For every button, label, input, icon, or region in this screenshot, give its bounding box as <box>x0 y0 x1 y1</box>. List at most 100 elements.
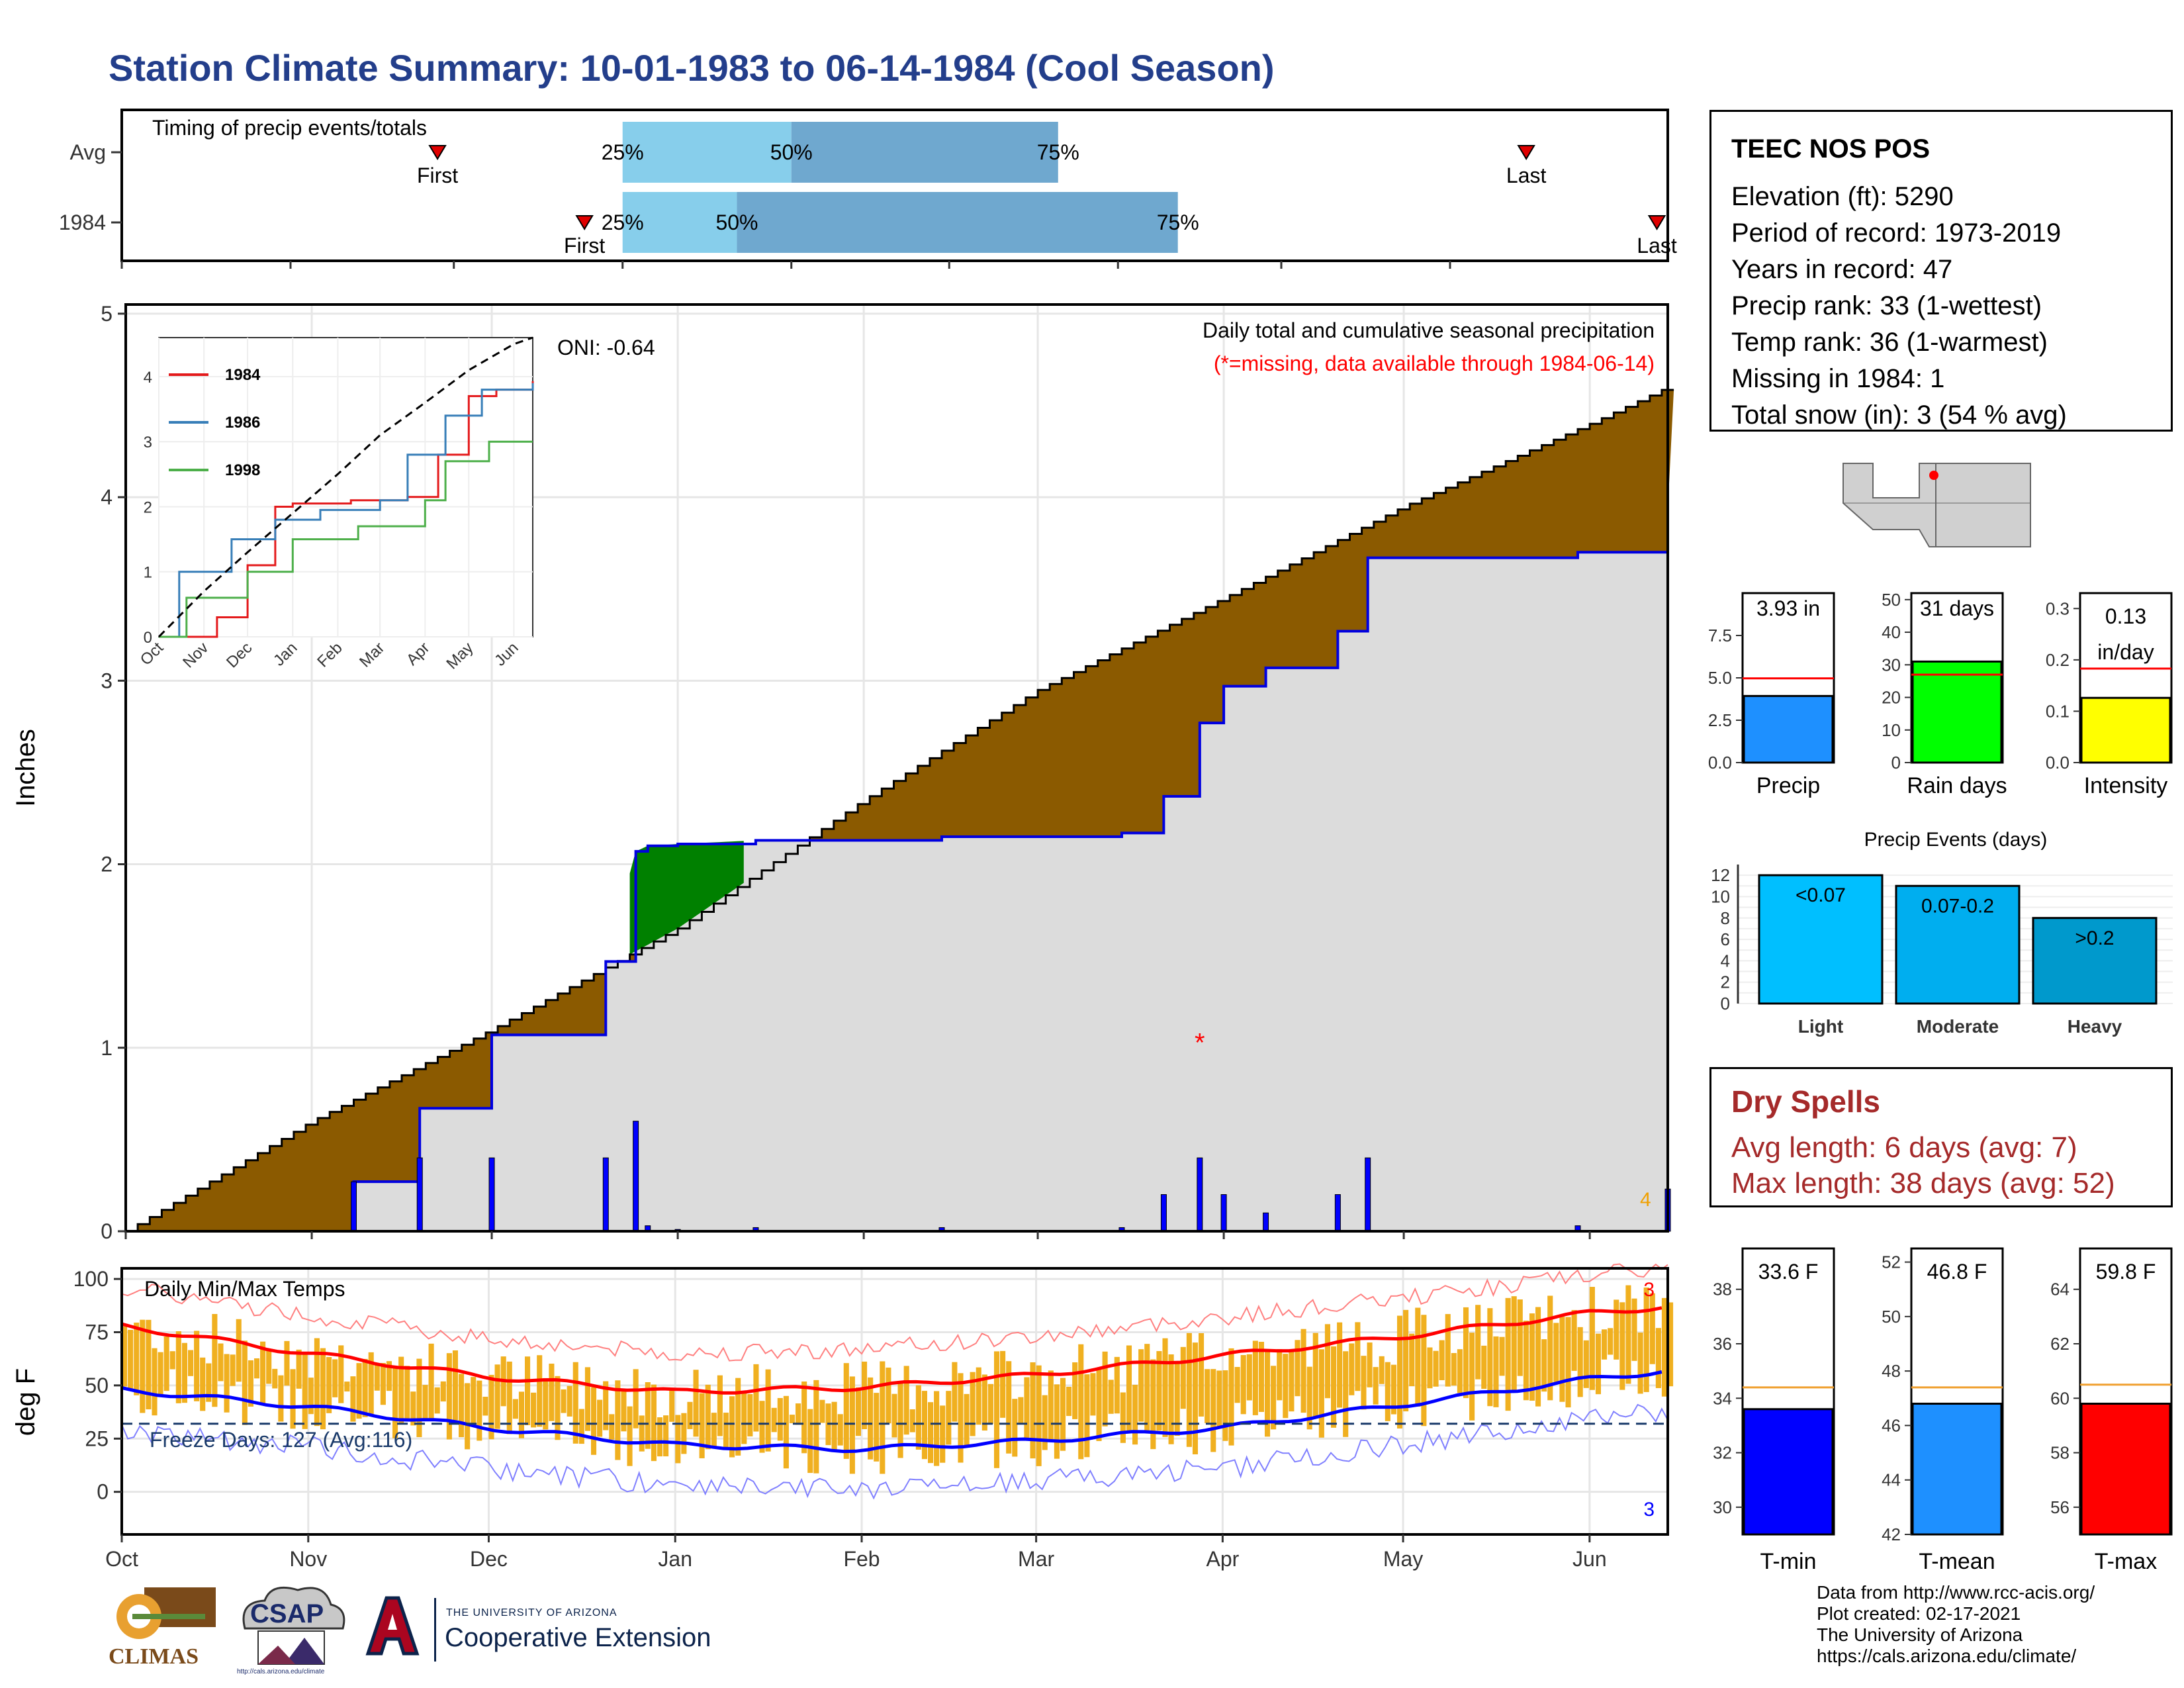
precip-plot-frame <box>124 303 1669 1233</box>
daily-temp-bar <box>416 1358 422 1438</box>
daily-temp-bar <box>862 1361 868 1429</box>
daily-temp-bar <box>236 1319 242 1382</box>
daily-temp-bar <box>1602 1329 1608 1360</box>
event-bar-label: Heavy <box>2068 1016 2122 1037</box>
daily-temp-bar <box>1318 1349 1324 1438</box>
temp-bar-y-tick-label: 38 <box>1713 1280 1732 1299</box>
temp-bar-value <box>2080 1403 2171 1536</box>
dry-spells-box: Dry Spells Avg length: 6 days (avg: 7) M… <box>1709 1067 2173 1207</box>
station-info-box: TEEC NOS POS Elevation (ft): 5290 Period… <box>1709 110 2173 432</box>
daily-temp-bar <box>831 1401 837 1450</box>
daily-temp-bar <box>1396 1315 1403 1429</box>
mini-bar-label: Rain days <box>1907 773 2007 798</box>
daily-temp-bar <box>1445 1314 1451 1387</box>
daily-temp-bar <box>590 1387 597 1455</box>
footer-credits: Data from http://www.rcc-acis.org/ Plot … <box>1817 1582 2095 1667</box>
daily-temp-bar <box>284 1340 290 1386</box>
daily-temp-bar <box>1174 1361 1180 1436</box>
inset-legend-label: 1986 <box>225 414 260 432</box>
precip-missing-note: (*=missing, data available through 1984-… <box>1214 352 1655 375</box>
mini-bar-y-tick-label: 5.0 <box>1708 668 1732 688</box>
precip-y-tick-label: 0 <box>101 1219 113 1243</box>
event-bar-label: Light <box>1798 1016 1843 1037</box>
daily-temp-bar <box>855 1387 862 1436</box>
mini-bar-y-tick-label: 0.3 <box>2046 598 2070 618</box>
daily-temp-bar <box>868 1377 874 1460</box>
daily-temp-bar <box>687 1401 693 1429</box>
daily-temp-bar <box>981 1374 987 1431</box>
daily-temp-bar <box>158 1352 163 1396</box>
event-bar <box>2032 917 2158 1005</box>
daily-temp-bar <box>1060 1378 1066 1451</box>
daily-temp-bar <box>308 1378 314 1415</box>
daily-temp-bar <box>1306 1366 1312 1430</box>
daily-temp-bar <box>657 1417 663 1457</box>
daily-temp-bar <box>446 1353 452 1440</box>
daily-temp-bar <box>482 1397 488 1416</box>
daily-temp-bar <box>633 1369 639 1429</box>
daily-temp-bar <box>789 1415 796 1423</box>
inset-y-tick-label: 1 <box>144 564 152 582</box>
precip-average-line <box>126 389 1674 1233</box>
mini-bar-y-tick-label: 7.5 <box>1708 626 1732 645</box>
month-tick-label: Nov <box>289 1547 327 1571</box>
inset-plot-frame <box>158 337 533 637</box>
daily-temp-bar <box>940 1405 946 1463</box>
month-tick-label: Mar <box>1018 1547 1054 1571</box>
daily-temp-bar <box>253 1358 260 1379</box>
daily-temp-bar <box>278 1375 284 1422</box>
mini-bar-label: Precip <box>1756 773 1820 798</box>
daily-temp-bar <box>356 1363 362 1419</box>
daily-temp-bar <box>1547 1295 1553 1401</box>
precip-observed-line <box>126 510 1669 1233</box>
temp-y-tick-label: 0 <box>97 1480 109 1504</box>
daily-temp-bar <box>921 1391 927 1460</box>
daily-temp-bar <box>1138 1349 1144 1422</box>
temp-bar-label: T-min <box>1760 1549 1817 1574</box>
daily-temp-bar <box>344 1382 350 1392</box>
daily-temp-bar <box>615 1380 621 1460</box>
daily-temp-bar <box>512 1399 518 1419</box>
daily-temp-bar <box>224 1354 230 1413</box>
daily-temp-bar <box>874 1393 880 1462</box>
mini-bar-y-tick-label: 0.1 <box>2046 701 2070 721</box>
daily-temp-bar <box>1643 1288 1649 1392</box>
daily-temp-bar <box>675 1415 681 1464</box>
mini-bar-y-tick-label: 30 <box>1882 655 1901 675</box>
daily-temp-bar <box>1619 1302 1625 1390</box>
daily-temp-bar <box>813 1380 819 1474</box>
daily-temp-bar <box>1102 1351 1108 1427</box>
inset-y-tick-label: 0 <box>144 629 152 647</box>
climas-logo: CLIMAS <box>106 1583 218 1676</box>
ua-logo-line2: Cooperative Extension <box>445 1623 711 1652</box>
station-temp-rank: Temp rank: 36 (1-warmest) <box>1731 328 2048 357</box>
daily-temp-bar <box>368 1352 374 1414</box>
ua-logo-line1: THE UNIVERSITY OF ARIZONA <box>446 1607 617 1618</box>
daily-temp-bar <box>1517 1299 1523 1376</box>
mini-bar-y-tick-label: 40 <box>1882 622 1901 642</box>
daily-temp-bar <box>603 1381 609 1430</box>
daily-temp-bar <box>1012 1399 1018 1457</box>
daily-temp-bar <box>819 1399 825 1423</box>
daily-temp-bar <box>1042 1395 1048 1450</box>
daily-temp-bar <box>1066 1386 1072 1417</box>
precip-y-tick-label: 1 <box>101 1036 113 1060</box>
daily-temp-bar <box>958 1373 964 1463</box>
daily-temp-bar <box>1289 1350 1295 1412</box>
daily-temp-bar <box>152 1348 158 1416</box>
record-min-line <box>121 1403 1668 1500</box>
temp-bar-y-tick-label: 60 <box>2050 1388 2070 1408</box>
daily-temp-bar <box>134 1323 140 1395</box>
timing-last-label: Last <box>1637 234 1677 258</box>
daily-temp-bar <box>1379 1356 1385 1384</box>
daily-temp-bar <box>1559 1317 1565 1402</box>
events-y-tick-label: 6 <box>1721 929 1730 949</box>
daily-temp-bar <box>1258 1342 1265 1412</box>
daily-temp-bar <box>693 1370 699 1437</box>
daily-temp-bar <box>1337 1322 1343 1408</box>
daily-temp-bar <box>1312 1333 1318 1417</box>
daily-temp-bar <box>1649 1293 1655 1364</box>
daily-temp-bar <box>465 1383 471 1450</box>
daily-temp-bar <box>663 1415 669 1457</box>
daily-temp-bar <box>248 1360 253 1407</box>
